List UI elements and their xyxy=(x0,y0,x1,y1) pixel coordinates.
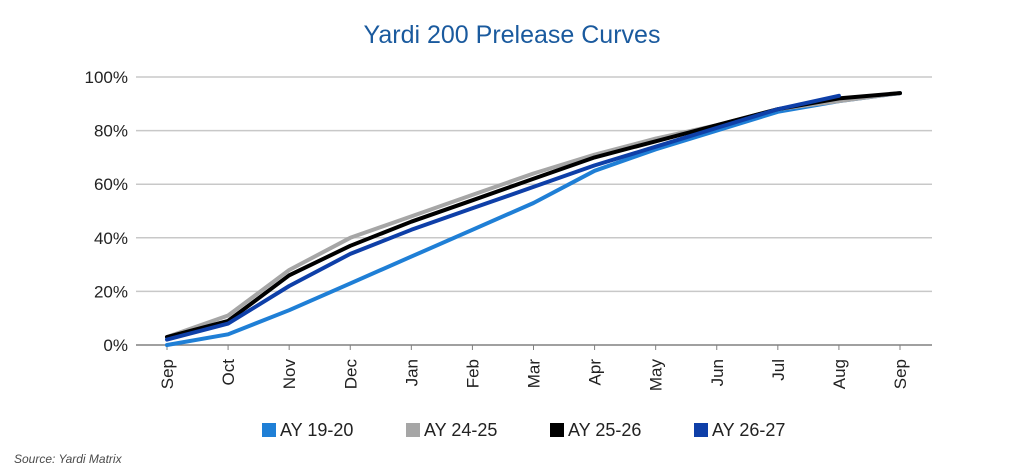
y-tick-label: 40% xyxy=(94,229,128,248)
x-tick-label: Apr xyxy=(586,359,605,386)
series-lines xyxy=(165,91,902,347)
legend-swatch xyxy=(262,423,276,437)
legend-swatch xyxy=(406,423,420,437)
x-tick-label: Aug xyxy=(830,359,849,389)
legend-label: AY 19-20 xyxy=(280,420,353,440)
y-tick-label: 0% xyxy=(103,336,128,355)
x-tick-label: May xyxy=(647,359,666,392)
x-tick-label: Jan xyxy=(402,359,421,386)
x-tick-label: Nov xyxy=(280,359,299,390)
y-axis-ticks: 0% 20% 40% 60% 80% 100% xyxy=(85,68,128,355)
source-note: Source: Yardi Matrix xyxy=(14,452,122,466)
x-tick-label: Sep xyxy=(891,359,910,389)
x-tick-label: Mar xyxy=(525,359,544,389)
x-tick-label: Dec xyxy=(341,359,360,390)
x-axis-ticks: Sep Oct Nov Dec Jan Feb Mar Apr May Jun Jul Aug Sep xyxy=(158,345,910,391)
x-tick-label: Jul xyxy=(769,359,788,381)
y-tick-label: 100% xyxy=(85,68,128,87)
x-tick-label: Sep xyxy=(158,359,177,389)
legend-swatch xyxy=(550,423,564,437)
series-line-ay-26-27 xyxy=(165,93,841,342)
legend-swatch xyxy=(694,423,708,437)
series-line-ay-19-20 xyxy=(165,91,902,347)
x-tick-label: Oct xyxy=(219,359,238,386)
x-tick-label: Feb xyxy=(463,359,482,388)
x-tick-label: Jun xyxy=(708,359,727,386)
series-line-ay-24-25 xyxy=(165,91,902,339)
legend-label: AY 26-27 xyxy=(712,420,785,440)
y-tick-label: 20% xyxy=(94,282,128,301)
legend-label: AY 25-26 xyxy=(568,420,641,440)
y-tick-label: 60% xyxy=(94,175,128,194)
y-tick-label: 80% xyxy=(94,122,128,141)
legend-label: AY 24-25 xyxy=(424,420,497,440)
legend: AY 19-20 AY 24-25 AY 25-26 AY 26-27 xyxy=(262,420,785,440)
chart-title: Yardi 200 Prelease Curves xyxy=(364,21,661,49)
series-line-ay-25-26 xyxy=(165,91,902,339)
